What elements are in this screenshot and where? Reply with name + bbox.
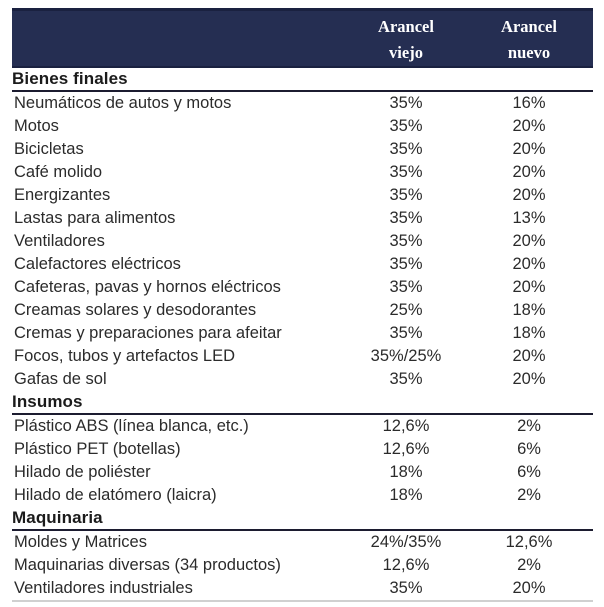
value-arancel-nuevo: 6% xyxy=(517,463,541,481)
header-col-arancel-viejo: Arancel viejo xyxy=(347,11,465,66)
table-header-bar: Arancel viejo Arancel nuevo xyxy=(12,8,593,68)
row-label: Bicicletas xyxy=(14,140,84,158)
value-arancel-nuevo: 13% xyxy=(512,209,546,227)
header-col-viejo-line2: viejo xyxy=(389,43,423,62)
value-arancel-viejo: 18% xyxy=(389,486,423,504)
table-row: Cremas y preparaciones para afeitar 35% 18… xyxy=(12,322,593,345)
table-row: Hilado de poliéster 18% 6% xyxy=(12,461,593,484)
row-label: Ventiladores xyxy=(14,232,105,250)
value-arancel-nuevo: 20% xyxy=(512,186,546,204)
value-arancel-nuevo: 20% xyxy=(512,255,546,273)
value-arancel-viejo: 24%/35% xyxy=(370,533,442,551)
table-row: Ventiladores industriales 35% 20% xyxy=(12,577,593,600)
value-arancel-nuevo: 18% xyxy=(512,324,546,342)
table-row: Bicicletas 35% 20% xyxy=(12,138,593,161)
value-arancel-viejo: 35%/25% xyxy=(370,347,442,365)
table-row: Motos 35% 20% xyxy=(12,115,593,138)
value-arancel-viejo: 35% xyxy=(389,209,423,227)
table-row: Maquinarias diversas (34 productos) 12,6%… xyxy=(12,554,593,577)
value-arancel-nuevo: 20% xyxy=(512,232,546,250)
row-label: Cremas y preparaciones para afeitar xyxy=(14,324,282,342)
header-col-arancel-nuevo: Arancel nuevo xyxy=(465,11,593,66)
row-label: Plástico ABS (línea blanca, etc.) xyxy=(14,417,249,435)
row-label: Hilado de poliéster xyxy=(14,463,151,481)
value-arancel-viejo: 35% xyxy=(389,278,423,296)
row-label: Hilado de elatómero (laicra) xyxy=(14,486,217,504)
row-label: Moldes y Matrices xyxy=(14,533,147,551)
table-row: Focos, tubos y artefactos LED 35%/25% 20% xyxy=(12,345,593,368)
row-label: Energizantes xyxy=(14,186,111,204)
value-arancel-nuevo: 12,6% xyxy=(505,533,553,551)
table-row: Calefactores eléctricos 35% 20% xyxy=(12,253,593,276)
value-arancel-viejo: 35% xyxy=(389,186,423,204)
row-label: Lastas para alimentos xyxy=(14,209,176,227)
value-arancel-nuevo: 2% xyxy=(517,556,541,574)
value-arancel-nuevo: 6% xyxy=(517,440,541,458)
value-arancel-viejo: 35% xyxy=(389,255,423,273)
value-arancel-nuevo: 16% xyxy=(512,94,546,112)
value-arancel-nuevo: 20% xyxy=(512,278,546,296)
value-arancel-nuevo: 20% xyxy=(512,347,546,365)
value-arancel-nuevo: 2% xyxy=(517,486,541,504)
row-label: Creamas solares y desodorantes xyxy=(14,301,257,319)
value-arancel-viejo: 35% xyxy=(389,94,423,112)
value-arancel-nuevo: 20% xyxy=(512,579,546,597)
row-label: Neumáticos de autos y motos xyxy=(14,94,232,112)
value-arancel-nuevo: 20% xyxy=(512,370,546,388)
table-body: Bienes finales Neumáticos de autos y moto… xyxy=(12,68,593,602)
value-arancel-viejo: 35% xyxy=(389,117,423,135)
row-label: Maquinarias diversas (34 productos) xyxy=(14,556,281,574)
table-row: Café molido 35% 20% xyxy=(12,161,593,184)
row-label: Gafas de sol xyxy=(14,370,107,388)
table-row: Plástico PET (botellas) 12,6% 6% xyxy=(12,438,593,461)
value-arancel-viejo: 25% xyxy=(389,301,423,319)
row-label: Motos xyxy=(14,117,59,135)
tariff-table: Arancel viejo Arancel nuevo Bienes final… xyxy=(12,8,593,602)
header-col-nuevo-line1: Arancel xyxy=(501,17,557,36)
value-arancel-viejo: 35% xyxy=(389,140,423,158)
row-label: Calefactores eléctricos xyxy=(14,255,181,273)
section-title-bienes-finales: Bienes finales xyxy=(12,68,593,92)
value-arancel-nuevo: 20% xyxy=(512,163,546,181)
value-arancel-nuevo: 20% xyxy=(512,117,546,135)
table-row: Energizantes 35% 20% xyxy=(12,184,593,207)
section-title-maquinaria: Maquinaria xyxy=(12,507,593,531)
value-arancel-nuevo: 2% xyxy=(517,417,541,435)
table-row: Hilado de elatómero (laicra) 18% 2% xyxy=(12,484,593,507)
value-arancel-nuevo: 18% xyxy=(512,301,546,319)
table-row: Lastas para alimentos 35% 13% xyxy=(12,207,593,230)
row-label: Café molido xyxy=(14,163,103,181)
value-arancel-viejo: 35% xyxy=(389,324,423,342)
value-arancel-viejo: 12,6% xyxy=(382,417,430,435)
table-row: Creamas solares y desodorantes 25% 18% xyxy=(12,299,593,322)
table-row: Neumáticos de autos y motos 35% 16% xyxy=(12,92,593,115)
value-arancel-viejo: 18% xyxy=(389,463,423,481)
value-arancel-viejo: 35% xyxy=(389,163,423,181)
header-col-viejo-line1: Arancel xyxy=(378,17,434,36)
value-arancel-nuevo: 20% xyxy=(512,140,546,158)
value-arancel-viejo: 35% xyxy=(389,370,423,388)
row-label: Cafeteras, pavas y hornos eléctricos xyxy=(14,278,281,296)
row-label: Plástico PET (botellas) xyxy=(14,440,181,458)
table-row: Ventiladores 35% 20% xyxy=(12,230,593,253)
value-arancel-viejo: 35% xyxy=(389,579,423,597)
table-row: Gafas de sol 35% 20% xyxy=(12,368,593,391)
table-row: Moldes y Matrices 24%/35% 12,6% xyxy=(12,531,593,554)
header-col-nuevo-line2: nuevo xyxy=(507,43,551,62)
value-arancel-viejo: 35% xyxy=(389,232,423,250)
row-label: Ventiladores industriales xyxy=(14,579,193,597)
value-arancel-viejo: 12,6% xyxy=(382,440,430,458)
row-label: Focos, tubos y artefactos LED xyxy=(14,347,236,365)
table-row: Plástico ABS (línea blanca, etc.) 12,6% 2% xyxy=(12,415,593,438)
table-row: Cafeteras, pavas y hornos eléctricos 35% 2… xyxy=(12,276,593,299)
value-arancel-viejo: 12,6% xyxy=(382,556,430,574)
section-title-insumos: Insumos xyxy=(12,391,593,415)
